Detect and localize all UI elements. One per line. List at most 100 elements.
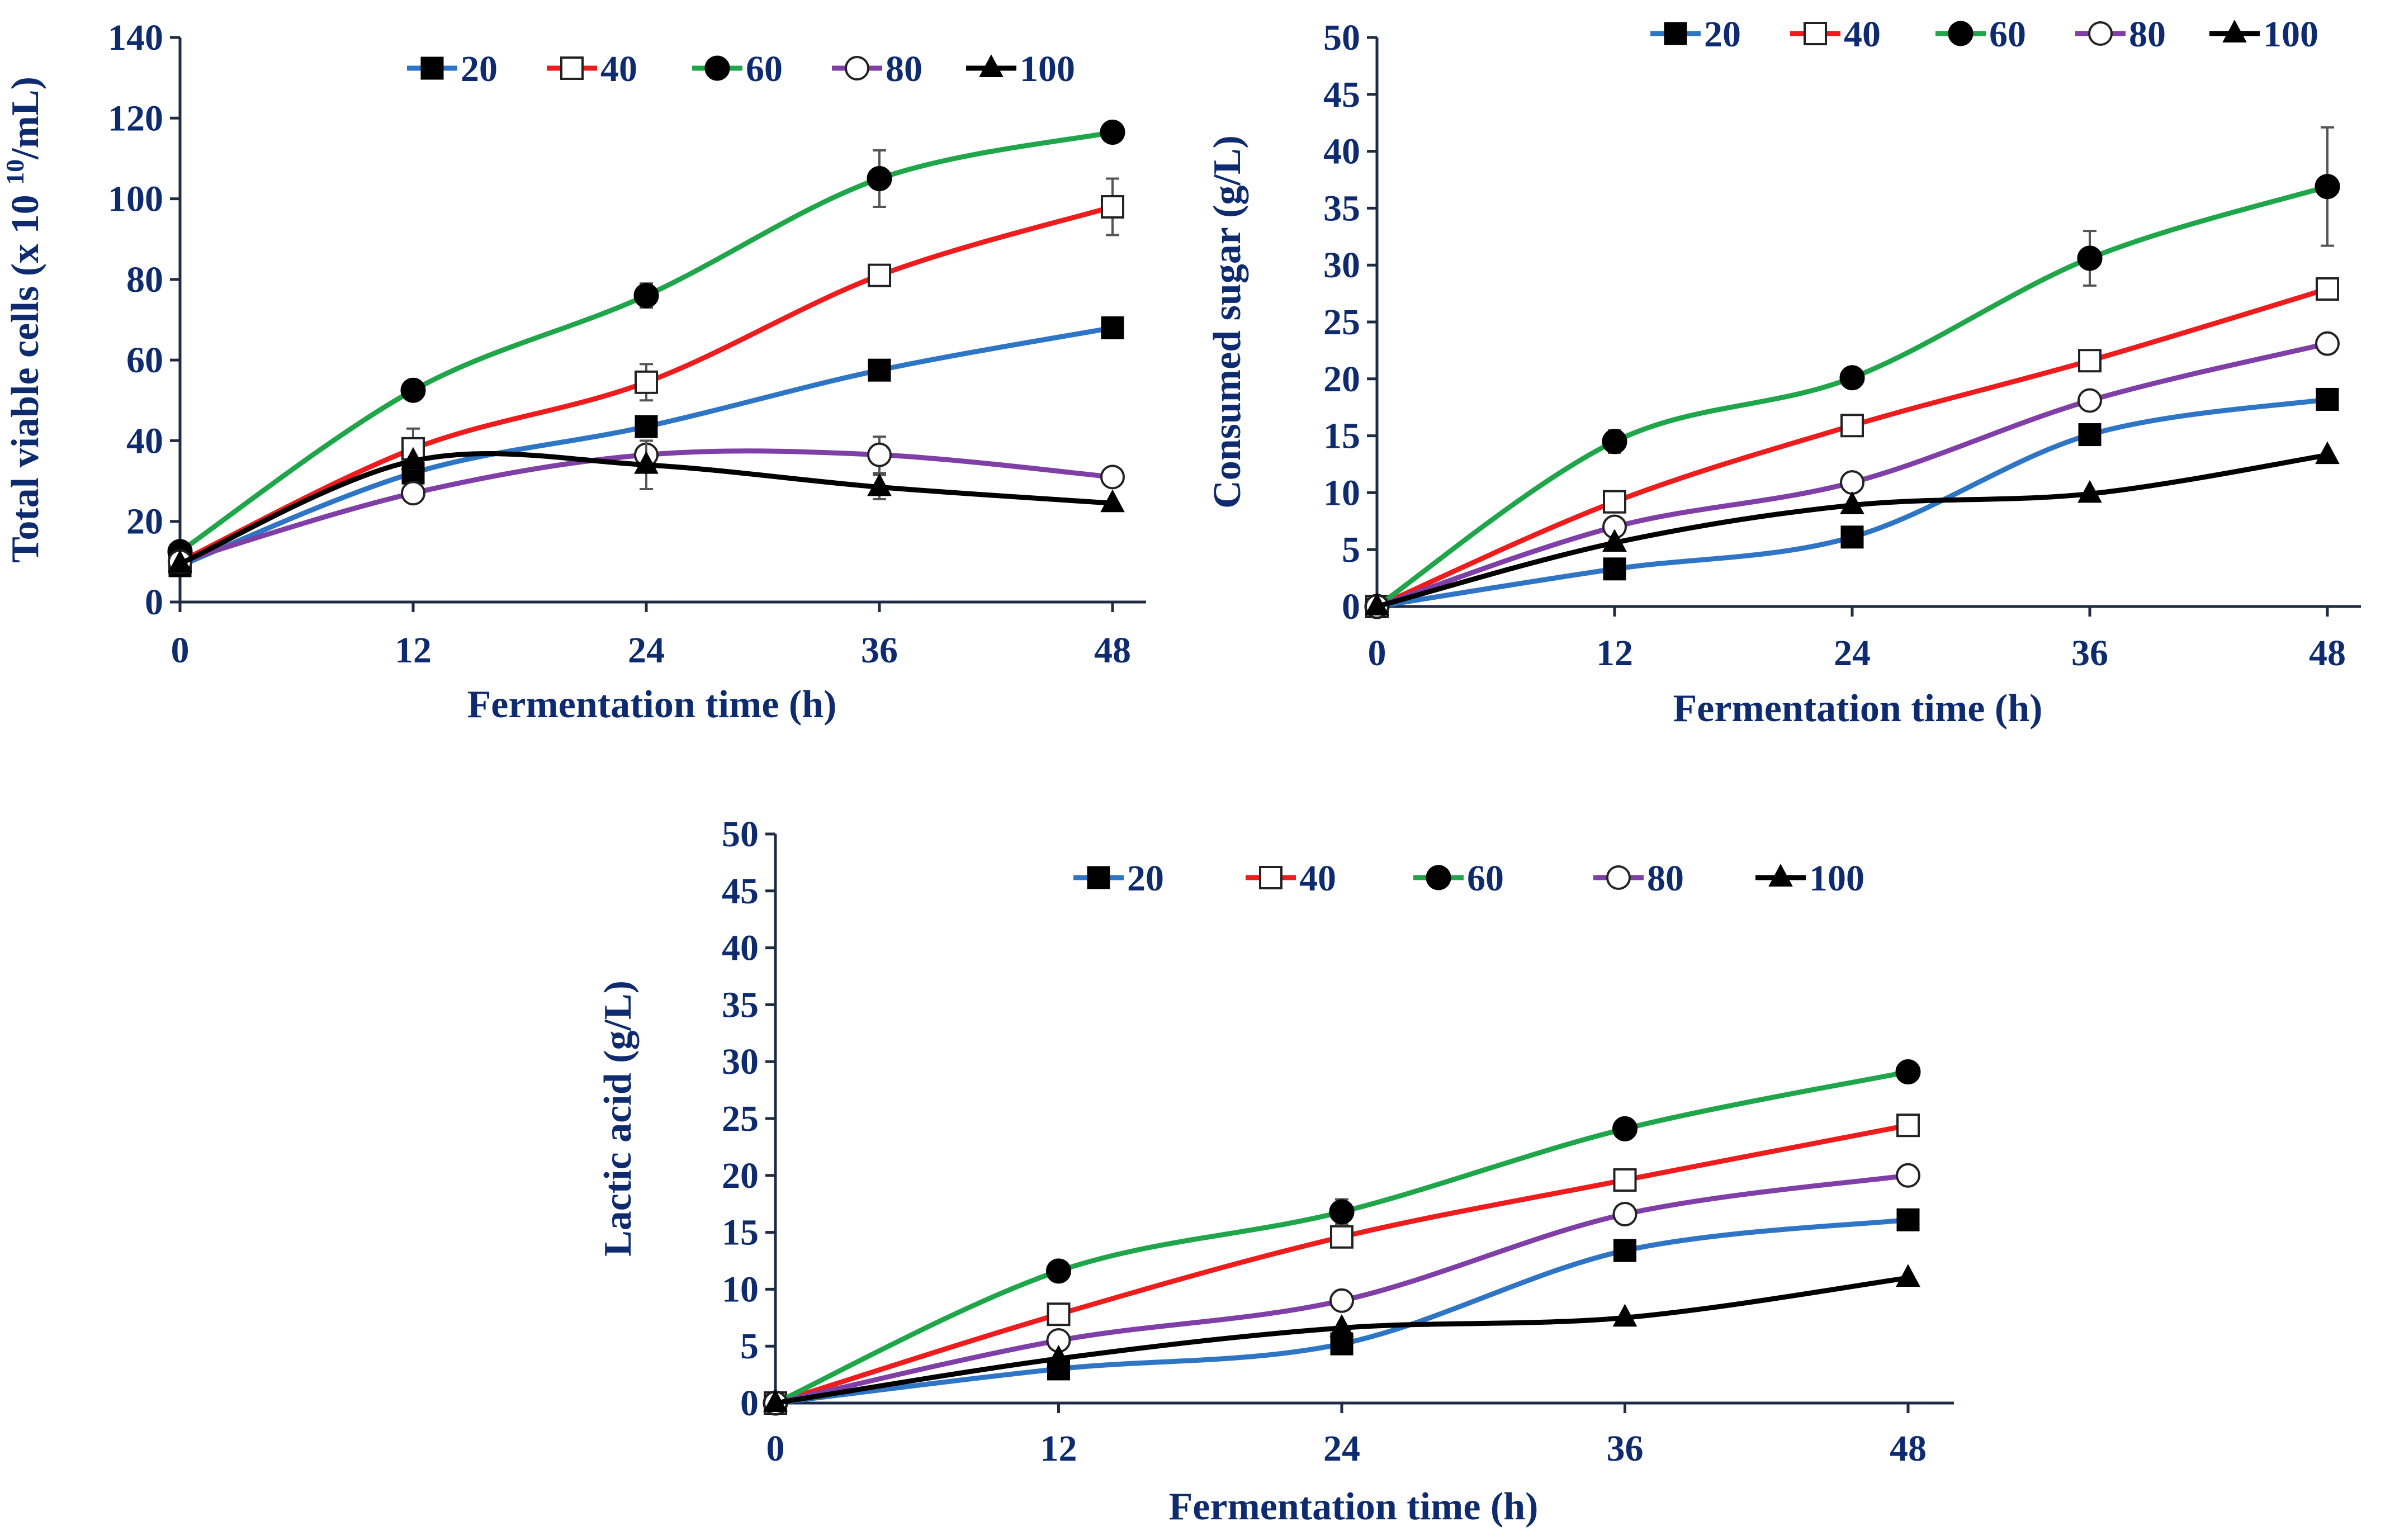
legend-label: 80 (886, 49, 922, 89)
legend-label: 100 (1020, 49, 1075, 89)
legend-label: 80 (1647, 858, 1684, 899)
legend-label: 20 (1127, 858, 1164, 899)
data-point-40 (635, 370, 658, 394)
data-point-100 (1612, 1304, 1637, 1327)
x-tick-label: 36 (861, 630, 898, 671)
data-point-100 (1329, 1314, 1354, 1337)
data-point-80 (1840, 470, 1864, 495)
data-point-100 (401, 447, 425, 470)
series-100 (168, 439, 1125, 573)
legend-label: 40 (600, 49, 637, 89)
data-point-100 (1365, 593, 1389, 615)
legend-marker (979, 54, 1004, 77)
legend-marker (560, 56, 584, 80)
legend-item-60: 60 (1935, 14, 2026, 55)
data-point-20 (2316, 387, 2339, 411)
x-tick-label: 24 (628, 630, 665, 671)
legend-marker (1664, 22, 1687, 45)
data-point-60 (867, 166, 892, 191)
y-tick-label: 25 (1323, 302, 1360, 343)
data-point-40 (2078, 349, 2102, 373)
y-tick-label: 80 (126, 259, 163, 300)
y-tick-label: 20 (1323, 359, 1360, 400)
y-tick-label: 20 (722, 1155, 759, 1196)
x-tick-label: 0 (766, 1428, 785, 1469)
y-axis-title: Lactic acid (g/L) (597, 980, 640, 1257)
data-point-80 (1612, 1202, 1637, 1227)
x-axis-title: Fermentation time (h) (1673, 687, 2043, 730)
data-point-20 (635, 415, 658, 438)
data-point-60 (1046, 1258, 1071, 1284)
data-point-80 (2077, 388, 2102, 413)
x-tick-label: 12 (395, 630, 432, 671)
legend-item-100: 100 (1755, 858, 1864, 899)
data-point-80 (1329, 1288, 1354, 1313)
data-point-60 (2315, 174, 2340, 200)
legend: 20 40 60 80 100 (1073, 858, 1864, 899)
y-tick-label: 30 (1323, 245, 1360, 286)
y-tick-label: 0 (740, 1383, 759, 1424)
legend-item-80: 80 (2075, 14, 2166, 55)
data-point-100 (1100, 489, 1125, 513)
legend-item-40: 40 (547, 49, 637, 89)
x-tick-label: 24 (1323, 1428, 1360, 1469)
legend-label: 20 (1704, 14, 1741, 55)
chart-panel-2: 0 5 10 15 20 25 30 35 40 45 50 0 12 24 36 48 Fermentatio… (1206, 14, 2361, 730)
x-tick-label: 12 (1596, 633, 1633, 674)
y-tick-label: 20 (126, 501, 163, 542)
x-axis-title: Fermentation time (h) (1169, 1485, 1539, 1528)
legend-label: 20 (461, 49, 498, 89)
x-tick-label: 48 (2309, 633, 2346, 674)
data-point-40 (1603, 490, 1626, 514)
y-axis-title: Total viable cells (x 10 10/mL) (1, 77, 47, 563)
legend-label: 100 (2263, 14, 2318, 55)
data-point-40 (1330, 1225, 1353, 1249)
legend-item-20: 20 (407, 49, 498, 89)
data-point-40 (2316, 277, 2339, 301)
y-tick-label: 15 (1323, 416, 1360, 457)
y-tick-label: 40 (126, 420, 163, 461)
data-point-80 (867, 442, 892, 467)
y-tick-label: 120 (108, 98, 163, 139)
series-60 (167, 120, 1125, 565)
y-tick-label: 140 (108, 17, 163, 58)
legend-marker (845, 56, 869, 80)
data-point-100 (2077, 480, 2102, 503)
y-tick-label: 5 (1342, 529, 1360, 570)
x-tick-label: 0 (1368, 633, 1386, 674)
y-tick-label: 10 (1323, 472, 1360, 513)
data-point-20 (1613, 1239, 1636, 1262)
y-tick-label: 45 (1323, 74, 1360, 115)
chart-panel-3: 0 5 10 15 20 25 30 35 40 45 50 0 12 24 36 48 Fermentatio… (597, 814, 1954, 1528)
y-tick-label: 35 (1323, 188, 1360, 229)
data-point-60 (400, 377, 426, 403)
series-60 (1364, 126, 2340, 619)
legend-label: 60 (1467, 858, 1504, 899)
data-point-60 (633, 283, 659, 309)
data-point-40 (1047, 1302, 1071, 1326)
legend-item-40: 40 (1246, 858, 1336, 899)
legend-label: 60 (1989, 14, 2026, 55)
legend-item-100: 100 (2209, 14, 2318, 55)
data-point-80 (1896, 1163, 1920, 1188)
data-point-40 (1840, 414, 1864, 438)
legend: 20 40 60 80 100 (1650, 14, 2318, 55)
legend: 20 40 60 80 100 (407, 49, 1075, 89)
y-tick-label: 50 (1323, 17, 1360, 58)
data-point-20 (2078, 423, 2102, 447)
x-tick-label: 48 (1094, 630, 1131, 671)
y-tick-label: 60 (126, 340, 163, 381)
legend-item-80: 80 (832, 49, 922, 89)
y-tick-label: 50 (722, 814, 759, 855)
y-tick-label: 30 (722, 1041, 759, 1082)
x-tick-label: 12 (1040, 1428, 1077, 1469)
legend-marker (2088, 21, 2113, 46)
data-point-20 (1101, 316, 1124, 339)
y-tick-label: 45 (722, 871, 759, 912)
legend-item-40: 40 (1790, 14, 1881, 55)
data-point-100 (168, 549, 192, 573)
data-point-20 (868, 358, 891, 382)
legend-item-20: 20 (1650, 14, 1741, 55)
legend-marker (1606, 865, 1631, 890)
